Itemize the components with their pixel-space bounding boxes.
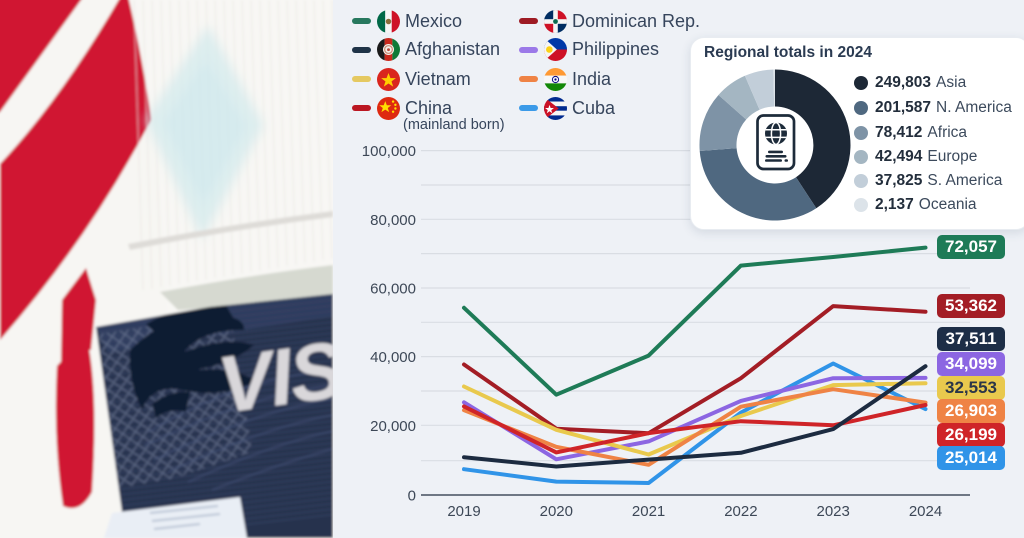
svg-text:100,000: 100,000 [362, 143, 416, 160]
svg-text:2019: 2019 [447, 503, 480, 520]
svg-text:2020: 2020 [540, 503, 573, 520]
svg-text:2021: 2021 [632, 503, 665, 520]
svg-text:80,000: 80,000 [370, 212, 416, 229]
svg-text:2024: 2024 [909, 503, 942, 520]
svg-text:VIS: VIS [213, 324, 333, 429]
svg-text:20,000: 20,000 [370, 418, 416, 435]
svg-text:40,000: 40,000 [370, 349, 416, 366]
svg-text:2022: 2022 [724, 503, 757, 520]
svg-text:60,000: 60,000 [370, 281, 416, 298]
svg-text:2023: 2023 [817, 503, 850, 520]
svg-text:0: 0 [408, 488, 416, 505]
